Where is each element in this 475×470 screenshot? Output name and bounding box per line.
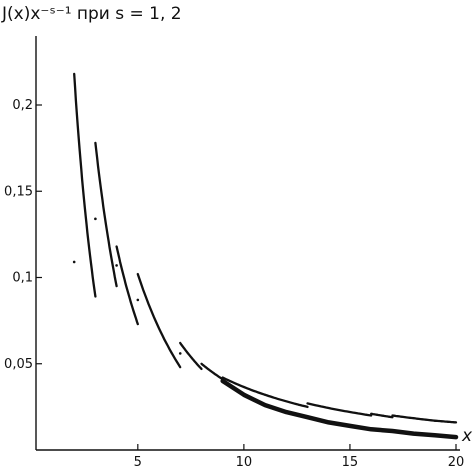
data-point [72, 260, 76, 264]
data-point [178, 352, 182, 355]
curve-segment [115, 245, 139, 326]
x-tick-label: 10 [236, 455, 253, 470]
chart-title: J(x)x⁻ˢ⁻¹ при s = 1, 2 [1, 4, 182, 24]
x-tick-label: 15 [342, 455, 359, 470]
tick-labels: 5 10 15 20 0,05 0,1 0,15 0,2 [4, 98, 464, 470]
curve-segment [263, 393, 309, 409]
tick-marks [36, 104, 457, 450]
smooth-curve [220, 378, 459, 440]
curve-segment [136, 272, 182, 369]
curve-segment [391, 414, 436, 422]
y-tick-label: 0,1 [12, 271, 33, 286]
data-point [94, 217, 97, 221]
series-group [72, 72, 459, 440]
data-point [115, 264, 118, 267]
curve-segment [433, 419, 458, 424]
data-point [136, 298, 140, 302]
x-tick-label: 20 [448, 455, 465, 470]
curve-segment [73, 72, 97, 298]
curve-segment [370, 412, 394, 419]
y-tick-label: 0,2 [12, 98, 33, 113]
x-tick-label: 5 [134, 455, 142, 470]
curve-segment [221, 376, 267, 396]
curve-segment [200, 362, 224, 381]
curve-segment [179, 341, 203, 371]
y-tick-label: 0,15 [4, 184, 33, 199]
curve-segment [94, 141, 118, 288]
y-tick-label: 0,05 [4, 357, 33, 372]
x-axis-label: x [461, 426, 473, 446]
curve-segment [306, 402, 373, 417]
